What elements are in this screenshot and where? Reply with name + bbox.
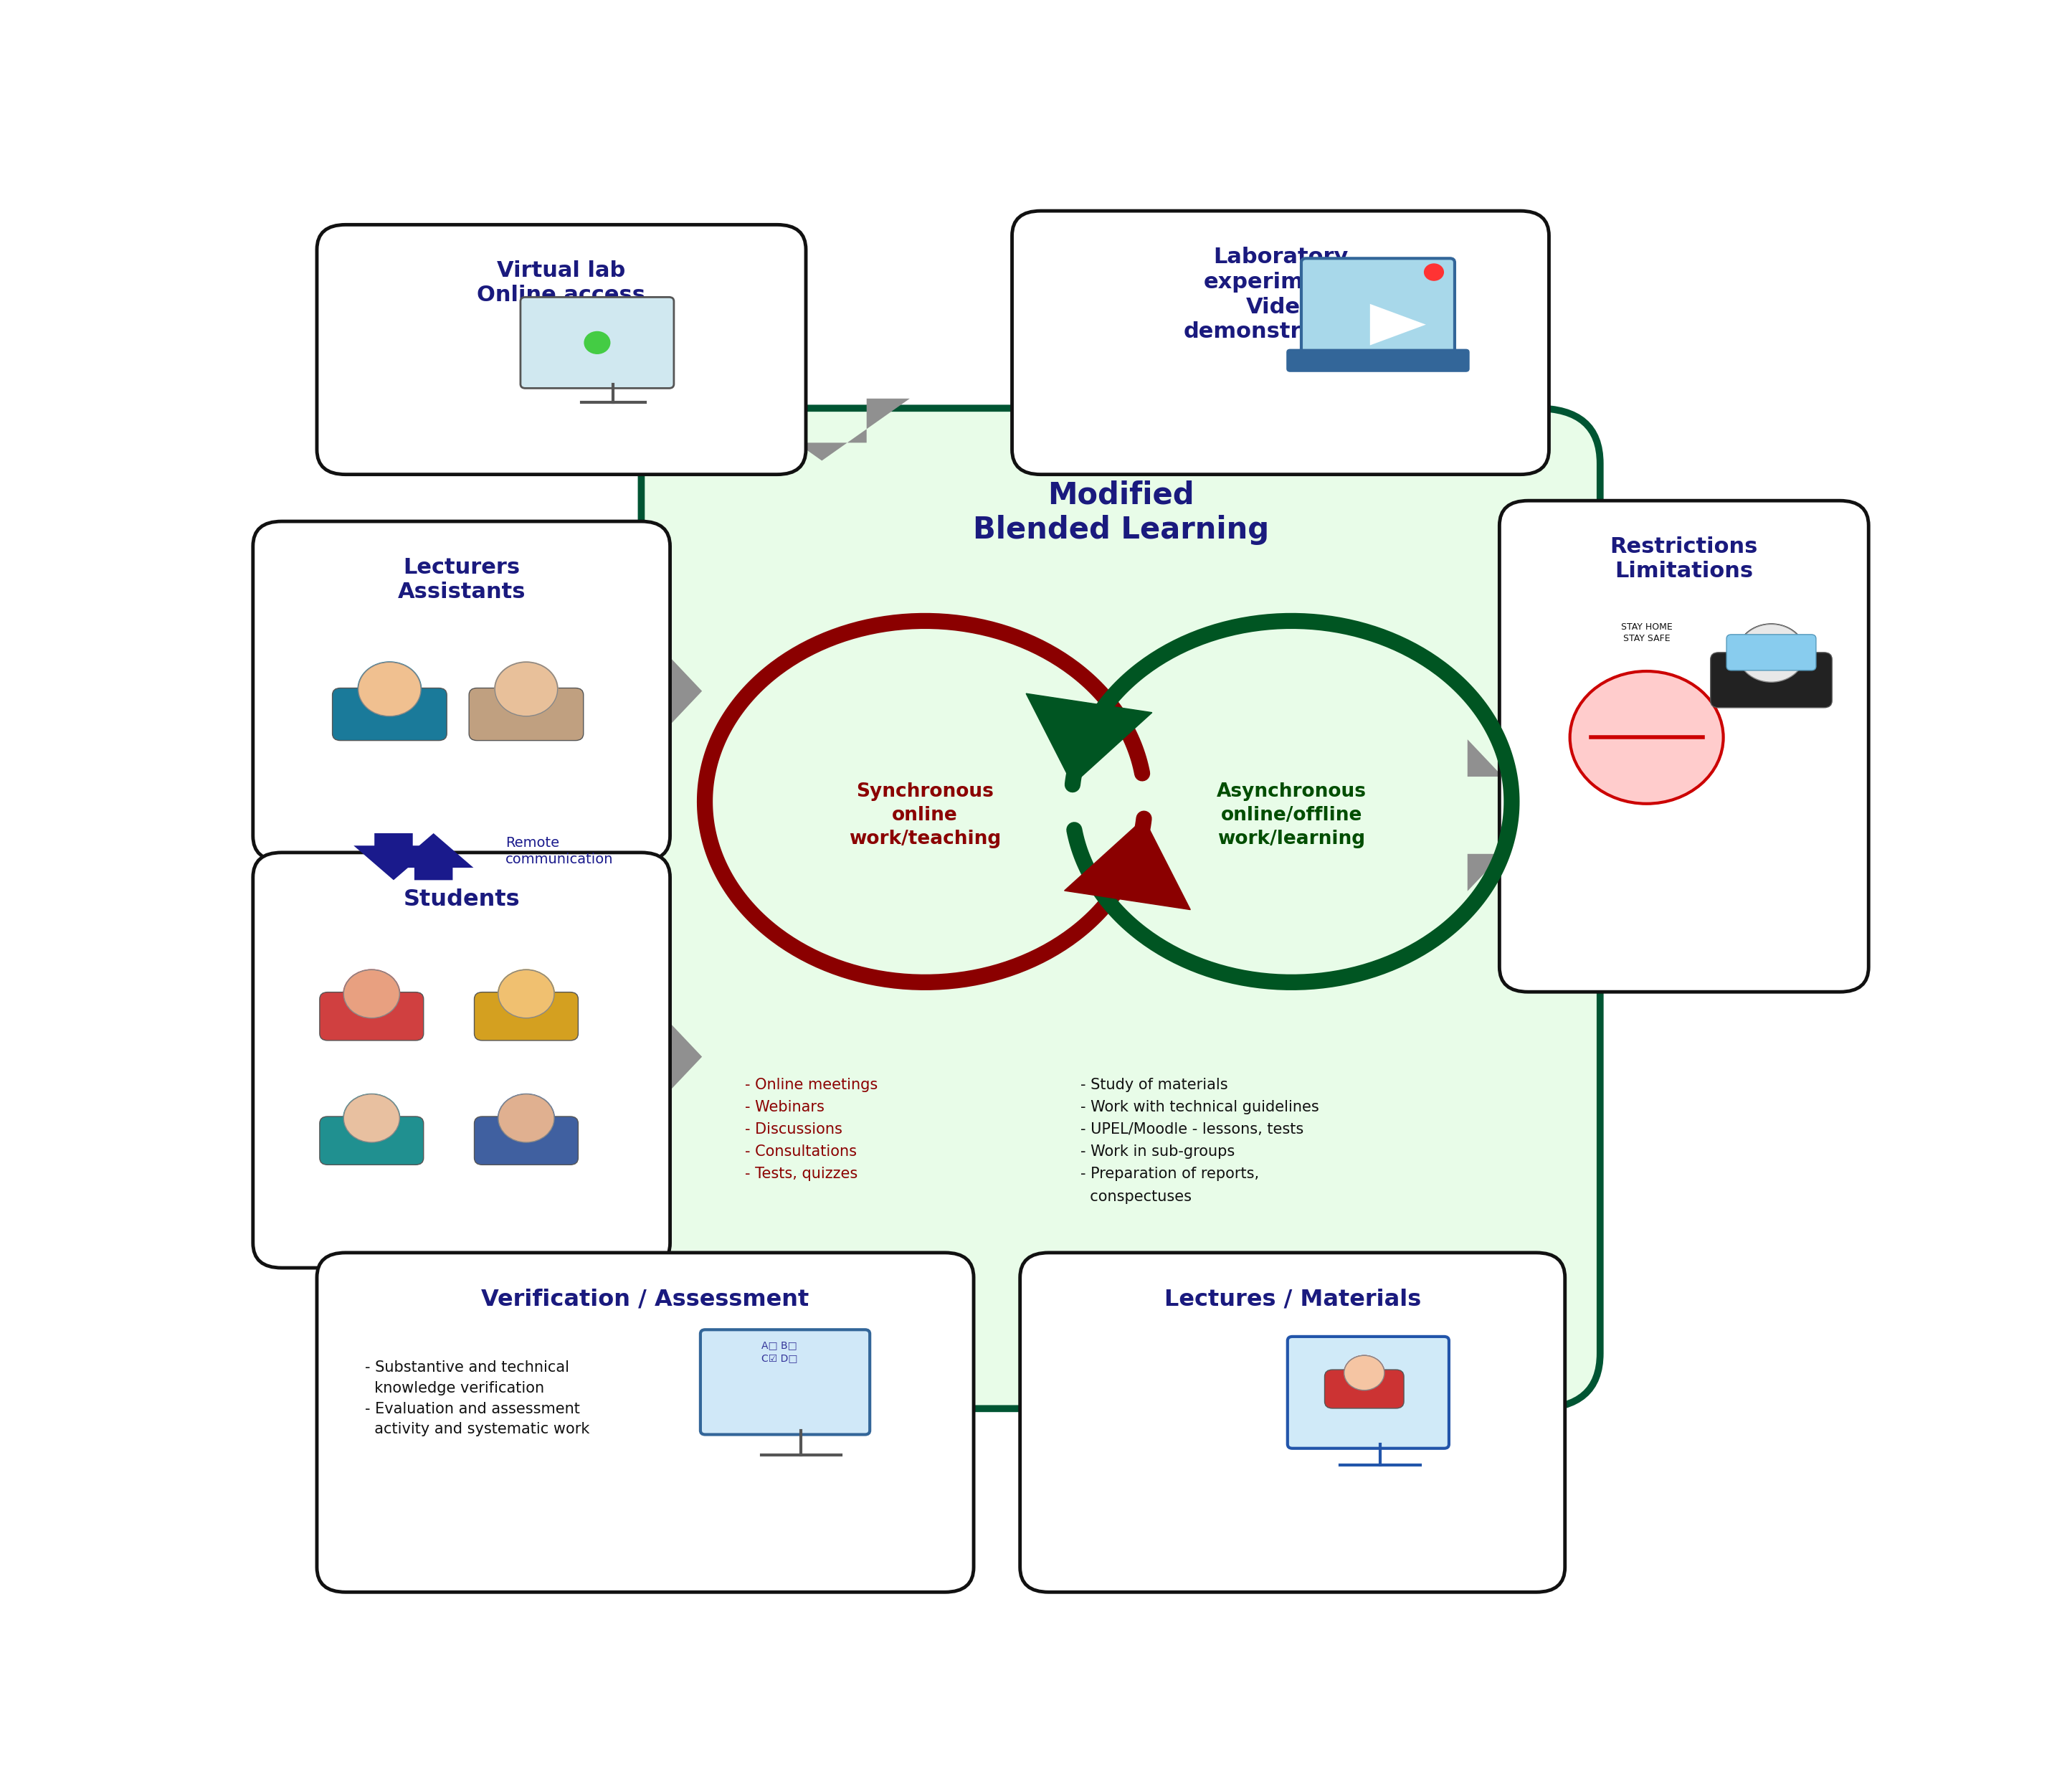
Polygon shape [1064,819,1190,910]
Polygon shape [1113,1271,1289,1349]
FancyBboxPatch shape [474,1116,577,1165]
Circle shape [495,661,557,717]
Polygon shape [1093,398,1268,461]
Polygon shape [786,1271,961,1349]
Polygon shape [355,833,433,880]
Circle shape [342,969,400,1018]
Text: Modified
Blended Learning: Modified Blended Learning [973,480,1268,545]
Circle shape [1344,1355,1386,1391]
Text: Lecturers
Assistants: Lecturers Assistants [398,557,526,602]
FancyBboxPatch shape [1726,634,1817,670]
Polygon shape [1027,694,1153,785]
Text: - Substantive and technical
  knowledge verification
- Evaluation and assessment: - Substantive and technical knowledge ve… [365,1360,590,1437]
FancyBboxPatch shape [701,1330,870,1435]
Circle shape [1738,624,1804,683]
FancyBboxPatch shape [1287,349,1468,371]
Text: STAY HOME
STAY SAFE: STAY HOME STAY SAFE [1621,622,1672,643]
Text: Verification / Assessment: Verification / Assessment [480,1288,808,1310]
FancyBboxPatch shape [332,688,447,740]
Polygon shape [1468,740,1540,891]
FancyBboxPatch shape [520,297,674,389]
Text: - Study of materials
- Work with technical guidelines
- UPEL/Moodle - lessons, t: - Study of materials - Work with technic… [1080,1077,1320,1204]
FancyBboxPatch shape [1324,1369,1404,1409]
Circle shape [1736,624,1806,683]
FancyBboxPatch shape [1301,258,1454,364]
Text: Restrictions
Limitations: Restrictions Limitations [1610,536,1759,581]
Circle shape [342,1093,400,1143]
Circle shape [357,661,423,717]
Polygon shape [631,980,701,1133]
Text: Lectures / Materials: Lectures / Materials [1165,1288,1421,1310]
Polygon shape [631,615,701,767]
FancyBboxPatch shape [1499,500,1868,993]
Circle shape [344,1095,400,1142]
Text: Laboratory
experiments
Video
demonstrations: Laboratory experiments Video demonstrati… [1184,247,1377,342]
FancyBboxPatch shape [1012,211,1549,475]
FancyBboxPatch shape [474,993,577,1041]
FancyBboxPatch shape [320,1116,423,1165]
Text: Synchronous
online
work/teaching: Synchronous online work/teaching [850,783,1000,848]
Circle shape [1344,1355,1384,1391]
Circle shape [495,661,559,717]
FancyBboxPatch shape [318,1253,973,1591]
Text: Asynchronous
online/offline
work/learning: Asynchronous online/offline work/learnin… [1217,783,1367,848]
FancyBboxPatch shape [318,224,806,475]
Circle shape [497,1093,555,1143]
Circle shape [344,969,400,1018]
FancyBboxPatch shape [254,521,670,860]
Circle shape [1425,263,1443,280]
Polygon shape [1369,305,1427,346]
FancyBboxPatch shape [468,688,584,740]
FancyBboxPatch shape [320,993,423,1041]
Circle shape [499,969,555,1018]
Circle shape [584,332,610,353]
FancyBboxPatch shape [1287,1337,1450,1448]
Text: Virtual lab
Online access: Virtual lab Online access [476,260,645,305]
Text: - Online meetings
- Webinars
- Discussions
- Consultations
- Tests, quizzes: - Online meetings - Webinars - Discussio… [744,1077,878,1181]
Circle shape [1569,672,1724,803]
Text: Students: Students [404,889,520,910]
FancyBboxPatch shape [254,853,670,1269]
FancyBboxPatch shape [641,409,1600,1409]
Text: Remote
communication: Remote communication [505,835,612,866]
FancyBboxPatch shape [1021,1253,1565,1591]
Polygon shape [394,833,474,880]
Circle shape [359,661,421,717]
Polygon shape [734,398,909,461]
Text: A□ B□
C☑ D□: A□ B□ C☑ D□ [761,1340,798,1364]
Circle shape [499,1095,555,1142]
Circle shape [497,969,555,1018]
FancyBboxPatch shape [1711,652,1831,708]
